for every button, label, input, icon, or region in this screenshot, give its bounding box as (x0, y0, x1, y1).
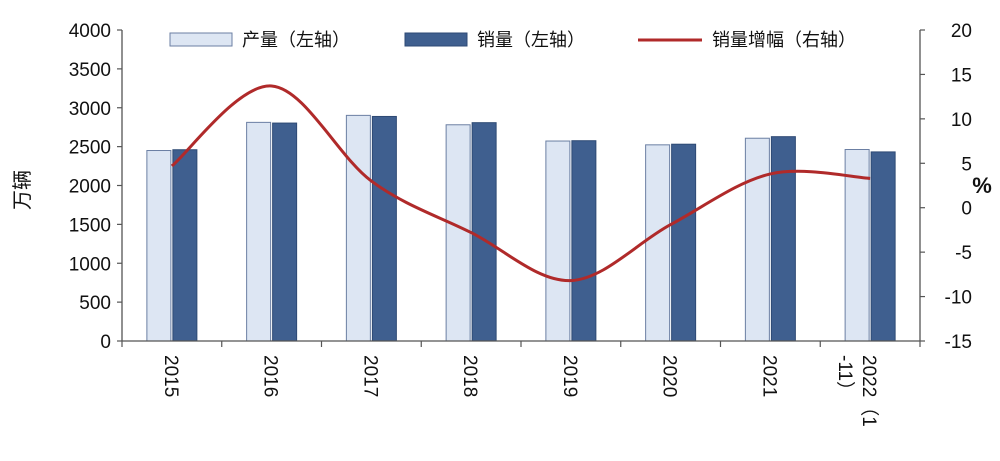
y2-tick-label: 10 (951, 110, 972, 131)
y2-tick-label: -10 (945, 288, 972, 309)
y2-tick-label: -5 (955, 243, 972, 264)
x-tick-label: 2022（1-11） (834, 355, 880, 427)
y-tick-label: 2000 (69, 177, 111, 198)
y-tick-label: 500 (79, 293, 111, 314)
sales-bar (870, 151, 896, 342)
x-tick-label: 2019 (559, 355, 580, 397)
y-tick-label: 0 (100, 332, 111, 353)
x-tick-label: 2018 (459, 355, 480, 397)
sales-bar (471, 122, 497, 342)
y2-tick-label: 0 (961, 199, 972, 220)
x-tick-label-line: 2022（1 (858, 355, 880, 427)
sales-bar (770, 136, 796, 342)
sales-bar (371, 115, 397, 342)
production-bar (246, 121, 272, 342)
legend-production-swatch (169, 32, 233, 47)
sales-bar (571, 140, 597, 342)
production-bar (146, 150, 172, 342)
production-bar (645, 144, 671, 342)
y2-tick-label: 5 (961, 154, 972, 175)
y2-tick-label: -15 (945, 332, 972, 353)
y-tick-label: 1500 (69, 215, 111, 236)
growth-line (170, 84, 871, 283)
axes: 0 500 1000 1500 2000 2500 3000 3500 4000 -15 -10 -5… (69, 21, 972, 427)
y2-tick-label: 20 (951, 21, 972, 42)
legend: 产量（左轴） 销量（左轴） 销量增幅（右轴） (169, 30, 856, 51)
x-tick-label-line: -11） (834, 355, 856, 400)
bars (146, 114, 896, 342)
sales-bar (671, 143, 697, 342)
production-bar (744, 137, 770, 342)
production-bar (345, 114, 371, 342)
y-tick-label: 2500 (69, 138, 111, 159)
x-tick-label: 2020 (659, 355, 680, 397)
production-bar (445, 124, 471, 342)
y-axis-title: 万辆 (10, 170, 34, 210)
y-tick-label: 1000 (69, 254, 111, 275)
sales-bar (172, 149, 198, 342)
x-tick-label: 2015 (160, 355, 181, 397)
x-tick-label: 2021 (758, 355, 779, 397)
legend-sales-label: 销量（左轴） (477, 30, 585, 51)
legend-growth-label: 销量增幅（右轴） (712, 30, 856, 51)
sales-bar (272, 122, 298, 342)
y2-axis-title: % (972, 173, 992, 198)
sales-growth-line (170, 84, 871, 283)
x-tick-label: 2017 (359, 355, 380, 397)
y-tick-label: 4000 (69, 21, 111, 42)
legend-production-label: 产量（左轴） (242, 30, 350, 51)
y2-tick-label: 15 (951, 65, 972, 86)
x-tick-label: 2016 (260, 355, 281, 397)
production-bar (545, 140, 571, 342)
y-tick-label: 3500 (69, 60, 111, 81)
legend-sales-swatch (404, 32, 468, 47)
y-tick-label: 3000 (69, 99, 111, 120)
